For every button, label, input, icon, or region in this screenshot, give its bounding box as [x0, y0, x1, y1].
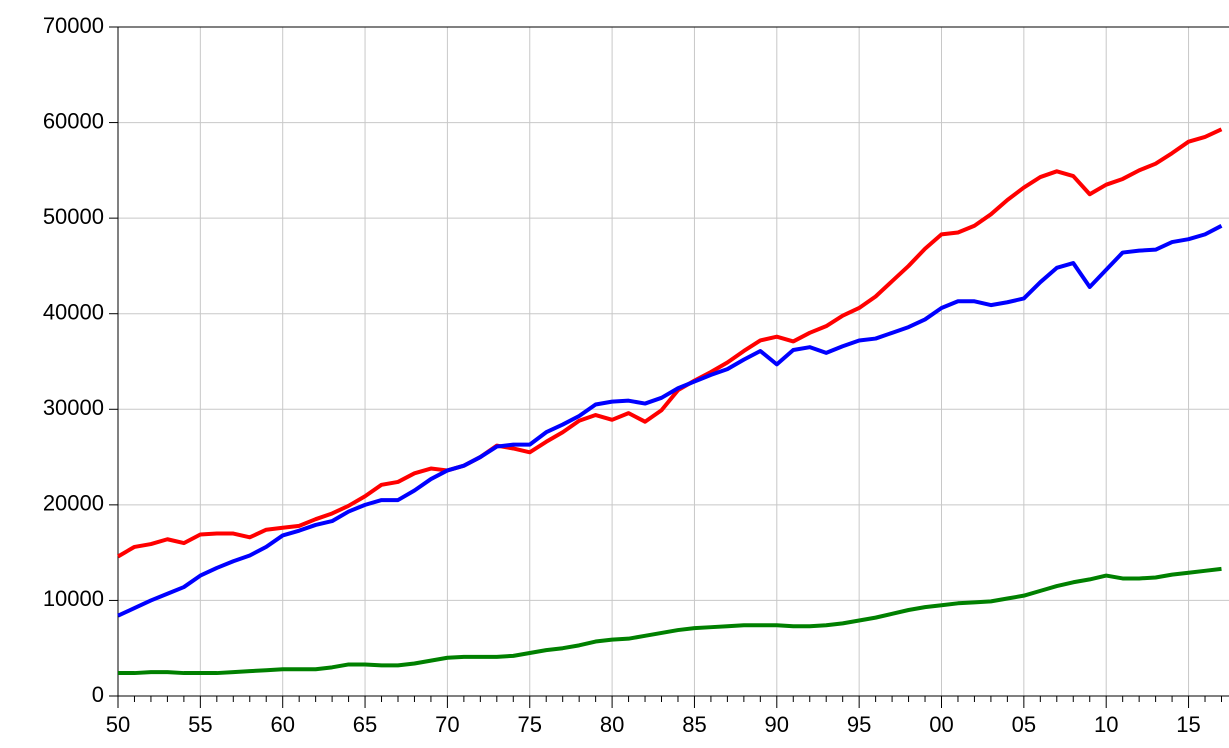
y-tick-label: 10000: [43, 586, 104, 611]
x-tick-label: 90: [765, 712, 789, 737]
series-line: [116, 127, 1223, 559]
y-tick-label: 0: [92, 682, 104, 707]
x-tick-label: 95: [847, 712, 871, 737]
y-tick-label: 70000: [43, 13, 104, 38]
x-tick-label: 70: [435, 712, 459, 737]
y-tick-label: 50000: [43, 204, 104, 229]
y-tick-label: 20000: [43, 491, 104, 516]
y-tick-label: 30000: [43, 395, 104, 420]
x-tick-label: 85: [682, 712, 706, 737]
x-tick-label: 60: [270, 712, 294, 737]
y-tick-label: 60000: [43, 108, 104, 133]
x-tick-label: 15: [1176, 712, 1200, 737]
series-line: [117, 224, 1223, 618]
x-tick-label: 50: [106, 712, 130, 737]
x-tick-label: 05: [1012, 712, 1036, 737]
y-tick-label: 40000: [43, 300, 104, 325]
x-tick-label: 10: [1094, 712, 1118, 737]
x-tick-label: 00: [929, 712, 953, 737]
x-tick-label: 55: [188, 712, 212, 737]
x-tick-label: 65: [353, 712, 377, 737]
series-line: [118, 566, 1222, 676]
x-tick-label: 75: [518, 712, 542, 737]
x-tick-label: 80: [600, 712, 624, 737]
